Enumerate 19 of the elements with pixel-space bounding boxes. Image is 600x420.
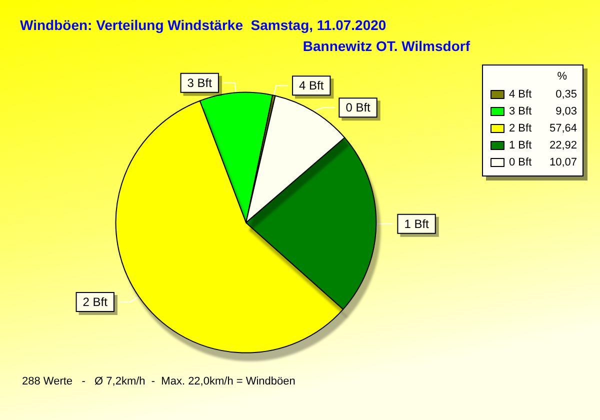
slice-label: 4 Bft [299,78,324,93]
text: 288 Werte - Ø 7,2km/h - Max. 22,0km/h = Windböen [22,376,296,388]
data-label: 57,64 [549,122,577,134]
data-label: 10,07 [549,156,577,168]
slice-label: 1 Bft [404,216,430,231]
legend-label: 4 Bft [509,88,532,100]
legend-label: 3 Bft [509,106,532,118]
legend-title: % [557,70,568,82]
legend-label: 0 Bft [509,156,532,168]
slice-label: 2 Bft [82,295,108,310]
data-label: 22,92 [549,140,577,152]
slice-label: 3 Bft [187,76,213,90]
chart-title: Windböen: Verteilung Windstärke Samstag, 11.07.2020 [20,17,386,33]
chart-subtitle: Bannewitz OT. Wilmsdorf [302,38,470,54]
legend-label: 2 Bft [509,122,532,134]
data-label: 9,03 [556,106,577,118]
legend-label: 1 Bft [509,140,532,152]
slice-label: 0 Bft [346,100,372,115]
data-label: 0,35 [556,88,577,100]
